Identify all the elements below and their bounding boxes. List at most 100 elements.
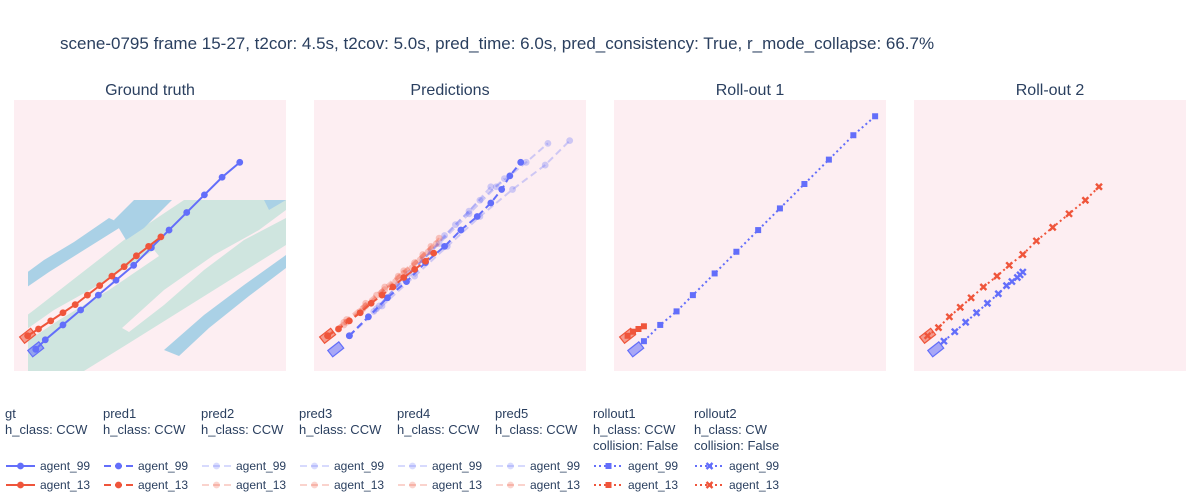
data-point-agent_13 xyxy=(84,291,91,299)
data-point-agent_99 xyxy=(872,113,879,120)
legend-item-agent_99[interactable]: agent_99 xyxy=(6,459,90,473)
data-point-agent_13 xyxy=(430,249,438,257)
data-point-agent_99 xyxy=(59,321,67,329)
data-point-agent_13 xyxy=(934,323,943,332)
data-point-agent_13 xyxy=(108,272,116,280)
data-point-agent_13 xyxy=(419,251,427,258)
data-point-agent_13 xyxy=(157,233,165,241)
legend-item-agent_99[interactable]: agent_99 xyxy=(398,459,482,473)
data-point-agent_99 xyxy=(961,318,970,327)
data-point-agent_99 xyxy=(476,196,484,204)
legend-item-agent_13[interactable]: agent_13 xyxy=(496,478,580,492)
subplot: Ground truth xyxy=(14,82,286,371)
data-point-agent_13 xyxy=(993,272,1001,280)
legend-item-agent_13[interactable]: agent_13 xyxy=(202,478,286,492)
legend-item-agent_13[interactable]: agent_13 xyxy=(695,478,779,492)
data-point-agent_13 xyxy=(381,283,389,291)
legend-label: agent_99 xyxy=(432,459,482,473)
legend-label: agent_13 xyxy=(729,478,779,492)
data-point-agent_99 xyxy=(506,172,514,180)
data-point-agent_13 xyxy=(422,257,429,265)
legend-group-title: rollout1 xyxy=(593,406,636,421)
data-point-agent_13 xyxy=(956,303,965,312)
map-background xyxy=(314,100,586,371)
data-point-agent_13 xyxy=(389,283,397,291)
data-point-agent_13 xyxy=(335,325,342,333)
legend-swatch-marker xyxy=(507,462,514,470)
data-point-agent_99 xyxy=(365,313,372,321)
legend-label: agent_99 xyxy=(729,459,779,473)
legend-swatch-marker xyxy=(311,462,318,470)
legend-label: agent_99 xyxy=(334,459,384,473)
data-point-agent_99 xyxy=(465,207,473,215)
water-area xyxy=(164,255,286,356)
legend-item-agent_13[interactable]: agent_13 xyxy=(104,478,188,492)
data-point-agent_99 xyxy=(165,226,173,234)
legend-item-agent_99[interactable]: agent_99 xyxy=(202,459,286,473)
data-point-agent_99 xyxy=(566,137,574,145)
legend-item-agent_99[interactable]: agent_99 xyxy=(104,459,188,473)
legend-item-agent_99[interactable]: agent_99 xyxy=(496,459,580,473)
legend-group-title: pred3 xyxy=(299,406,332,421)
legend-item-agent_99[interactable]: agent_99 xyxy=(594,459,678,473)
legend-item-agent_99[interactable]: agent_99 xyxy=(695,459,779,473)
data-point-agent_99 xyxy=(201,191,208,199)
legend-item-agent_99[interactable]: agent_99 xyxy=(300,459,384,473)
legend-group-title: h_class: CCW xyxy=(103,422,186,437)
legend-item-agent_13[interactable]: agent_13 xyxy=(300,478,384,492)
legend-group-title: pred4 xyxy=(397,406,430,421)
legend-group-title: h_class: CCW xyxy=(495,422,578,437)
data-point-agent_13 xyxy=(340,318,348,326)
legend-label: agent_13 xyxy=(432,478,482,492)
legend-item-agent_13[interactable]: agent_13 xyxy=(6,478,90,492)
data-point-agent_99 xyxy=(130,261,138,269)
vehicle-box-agent_99 xyxy=(326,341,345,358)
legend-item-agent_13[interactable]: agent_13 xyxy=(594,478,678,492)
legend-swatch-marker xyxy=(213,462,220,470)
data-point-agent_13 xyxy=(1048,223,1057,232)
water-area xyxy=(114,200,172,240)
data-point-agent_99 xyxy=(435,240,443,248)
data-point-agent_99 xyxy=(498,186,506,193)
data-point-agent_13 xyxy=(435,234,443,242)
legend-swatch-marker xyxy=(311,481,318,489)
legend-group-gt[interactable]: gth_class: CCW agent_99 agent_13 xyxy=(5,406,90,492)
legend-group-title: pred2 xyxy=(201,406,234,421)
data-point-agent_13 xyxy=(59,309,67,317)
data-point-agent_13 xyxy=(345,317,353,325)
legend-swatch-marker xyxy=(409,481,416,489)
data-point-agent_99 xyxy=(32,345,40,353)
subplot: Predictions xyxy=(314,82,586,371)
data-point-agent_99 xyxy=(801,181,808,188)
legend-swatch-marker xyxy=(705,481,714,489)
legend-item-agent_13[interactable]: agent_13 xyxy=(398,478,482,492)
map-background xyxy=(914,100,1186,371)
data-point-agent_13 xyxy=(411,259,419,266)
legend-label: agent_99 xyxy=(530,459,580,473)
legend-group-title: h_class: CCW xyxy=(593,422,676,437)
data-point-agent_13 xyxy=(324,332,331,340)
legend-swatch-marker xyxy=(213,481,220,489)
data-point-agent_13 xyxy=(979,283,988,291)
chart-title: scene-0795 frame 15-27, t2cor: 4.5s, t2c… xyxy=(60,34,935,53)
legend-group-title: collision: False xyxy=(694,438,779,453)
data-point-agent_13 xyxy=(35,325,42,333)
data-point-agent_99 xyxy=(473,213,481,220)
data-point-agent_99 xyxy=(983,299,992,308)
data-point-agent_13 xyxy=(945,312,954,321)
data-point-agent_99 xyxy=(487,183,495,191)
legend-label: agent_13 xyxy=(530,478,580,492)
data-point-agent_99 xyxy=(544,139,552,147)
data-point-agent_13 xyxy=(640,323,647,330)
data-point-agent_13 xyxy=(96,282,104,290)
data-point-agent_13 xyxy=(356,309,364,317)
legend-swatch-marker xyxy=(17,462,24,470)
